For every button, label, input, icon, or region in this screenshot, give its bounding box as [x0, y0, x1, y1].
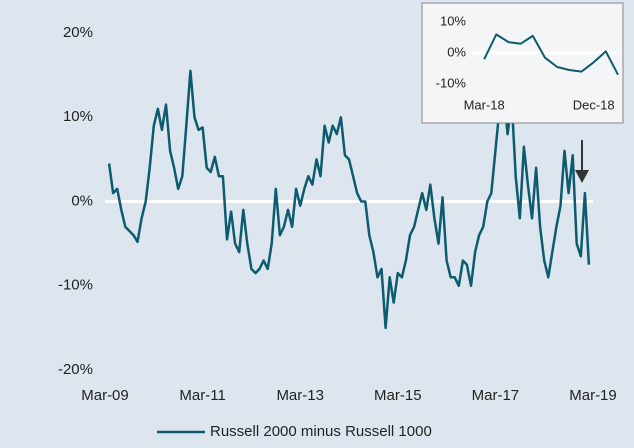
- x-tick-label: Mar-17: [472, 387, 520, 404]
- y-tick-label: -10%: [58, 277, 93, 294]
- inset-frame: [421, 2, 624, 124]
- arrow-head: [575, 170, 589, 183]
- y-tick-label: 0%: [71, 192, 93, 209]
- x-tick-label: Mar-09: [81, 387, 129, 404]
- y-tick-label: -20%: [58, 361, 93, 378]
- x-tick-label: Mar-18: [464, 97, 505, 112]
- y-tick-label: 10%: [440, 13, 466, 28]
- x-tick-label: Mar-13: [276, 387, 324, 404]
- y-tick-label: 0%: [447, 44, 466, 59]
- legend: Russell 2000 minus Russell 1000: [157, 423, 432, 440]
- legend-label: Russell 2000 minus Russell 1000: [210, 423, 432, 440]
- inset-chart: -10% 0% 10% Mar-18 Dec-18: [421, 2, 624, 124]
- x-tick-label: Mar-15: [374, 387, 422, 404]
- y-tick-label: -10%: [436, 75, 467, 90]
- x-tick-label: Mar-19: [569, 387, 617, 404]
- series-line: [483, 33, 619, 76]
- y-tick-label: 20%: [63, 24, 93, 41]
- x-tick-label: Mar-11: [179, 387, 225, 404]
- y-tick-label: 10%: [63, 108, 93, 125]
- x-tick-label: Dec-18: [573, 97, 615, 112]
